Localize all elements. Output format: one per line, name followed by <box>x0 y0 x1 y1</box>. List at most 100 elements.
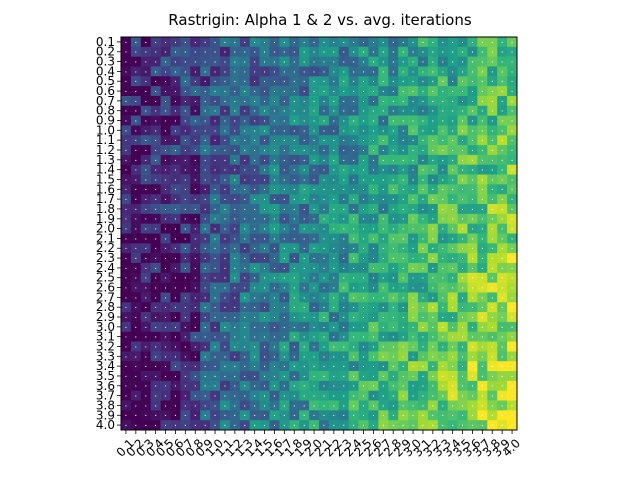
heatmap-cell <box>427 321 439 333</box>
heatmap-cell <box>121 174 132 185</box>
heatmap-cell <box>398 125 409 136</box>
heatmap-cell <box>229 351 241 362</box>
cell-label: · <box>441 48 444 58</box>
heatmap-cell <box>229 125 241 136</box>
cell-label: · <box>332 205 335 215</box>
heatmap-cell <box>121 302 132 313</box>
heatmap-cell <box>130 331 142 342</box>
heatmap-cell <box>368 164 379 175</box>
cell-label: · <box>372 392 375 402</box>
heatmap-cell <box>497 164 508 175</box>
cell-label: · <box>144 166 147 176</box>
cell-label: · <box>164 313 167 323</box>
heatmap-cell <box>408 331 419 342</box>
cell-label: · <box>204 117 207 127</box>
cell-label: · <box>224 245 227 255</box>
cell-label: · <box>471 264 474 274</box>
heatmap-cell <box>408 253 419 264</box>
heatmap-cell <box>427 95 439 107</box>
heatmap-cell <box>249 420 260 431</box>
heatmap-cell <box>140 420 151 431</box>
cell-label: · <box>451 205 454 215</box>
heatmap-cell <box>358 410 369 421</box>
heatmap-cell <box>477 380 488 392</box>
cell-label: · <box>134 412 137 422</box>
cell-label: · <box>125 186 128 196</box>
heatmap-cell <box>487 420 498 431</box>
cell-label: · <box>134 372 137 382</box>
cell-label: · <box>501 353 504 363</box>
heatmap-cell <box>338 272 349 283</box>
cell-label: · <box>402 215 405 225</box>
heatmap-cell <box>319 390 330 401</box>
heatmap-cell <box>358 95 369 107</box>
cell-label: · <box>214 107 217 117</box>
cell-label: · <box>204 412 207 422</box>
heatmap-cell <box>269 380 280 392</box>
cell-label: · <box>243 255 246 265</box>
cell-label: · <box>402 225 405 235</box>
heatmap-cell <box>229 164 241 175</box>
heatmap-cell <box>289 282 300 293</box>
cell-label: · <box>511 78 514 88</box>
heatmap-cell <box>210 76 221 87</box>
heatmap-cell <box>408 321 419 333</box>
heatmap-cell <box>467 380 478 392</box>
heatmap-cell <box>140 174 151 185</box>
heatmap-cell <box>457 312 468 323</box>
cell-label: · <box>263 245 266 255</box>
heatmap-cell <box>408 312 419 323</box>
cell-label: · <box>362 196 365 206</box>
heatmap-cell <box>160 253 171 264</box>
cell-label: · <box>342 127 345 137</box>
cell-label: · <box>382 166 385 176</box>
cell-label: · <box>263 78 266 88</box>
cell-label: · <box>431 78 434 88</box>
cell-label: · <box>263 97 266 107</box>
heatmap-cell <box>160 361 171 372</box>
cell-label: · <box>491 323 494 333</box>
heatmap-cell <box>121 390 132 401</box>
cell-label: · <box>263 205 266 215</box>
heatmap-cell <box>319 371 330 382</box>
heatmap-cell <box>121 145 132 156</box>
cell-label: · <box>303 304 306 314</box>
heatmap-cell <box>358 46 369 57</box>
cell-label: · <box>323 87 326 97</box>
heatmap-cell <box>140 410 151 421</box>
heatmap-cell <box>328 262 340 274</box>
heatmap-cell <box>368 331 379 342</box>
cell-label: · <box>263 333 266 343</box>
cell-label: · <box>303 353 306 363</box>
cell-label: · <box>362 78 365 88</box>
cell-label: · <box>471 363 474 373</box>
heatmap-cell <box>299 66 310 77</box>
cell-label: · <box>134 382 137 392</box>
heatmap-cell <box>368 262 379 274</box>
heatmap-cell <box>239 174 250 185</box>
heatmap-cell <box>140 321 151 333</box>
heatmap-cell <box>328 410 340 421</box>
heatmap-cell <box>279 66 290 77</box>
heatmap-cell <box>388 233 399 244</box>
heatmap-cell <box>309 184 320 195</box>
cell-label: · <box>362 245 365 255</box>
cell-label: · <box>342 205 345 215</box>
heatmap-cell <box>180 351 191 362</box>
cell-label: · <box>332 264 335 274</box>
cell-label: · <box>144 38 147 48</box>
heatmap-cell <box>398 233 409 244</box>
cell-label: · <box>263 323 266 333</box>
cell-label: · <box>144 422 147 432</box>
heatmap-cell <box>319 115 330 126</box>
heatmap-cell <box>259 400 270 411</box>
cell-label: · <box>273 264 276 274</box>
heatmap-cell <box>477 125 488 136</box>
cell-label: · <box>224 205 227 215</box>
heatmap-cell <box>467 145 478 156</box>
cell-label: · <box>154 422 157 432</box>
chart-title: Rastrigin: Alpha 1 & 2 vs. avg. iteratio… <box>168 11 472 29</box>
cell-label: · <box>293 48 296 58</box>
heatmap-cell <box>229 341 241 352</box>
cell-label: · <box>332 48 335 58</box>
